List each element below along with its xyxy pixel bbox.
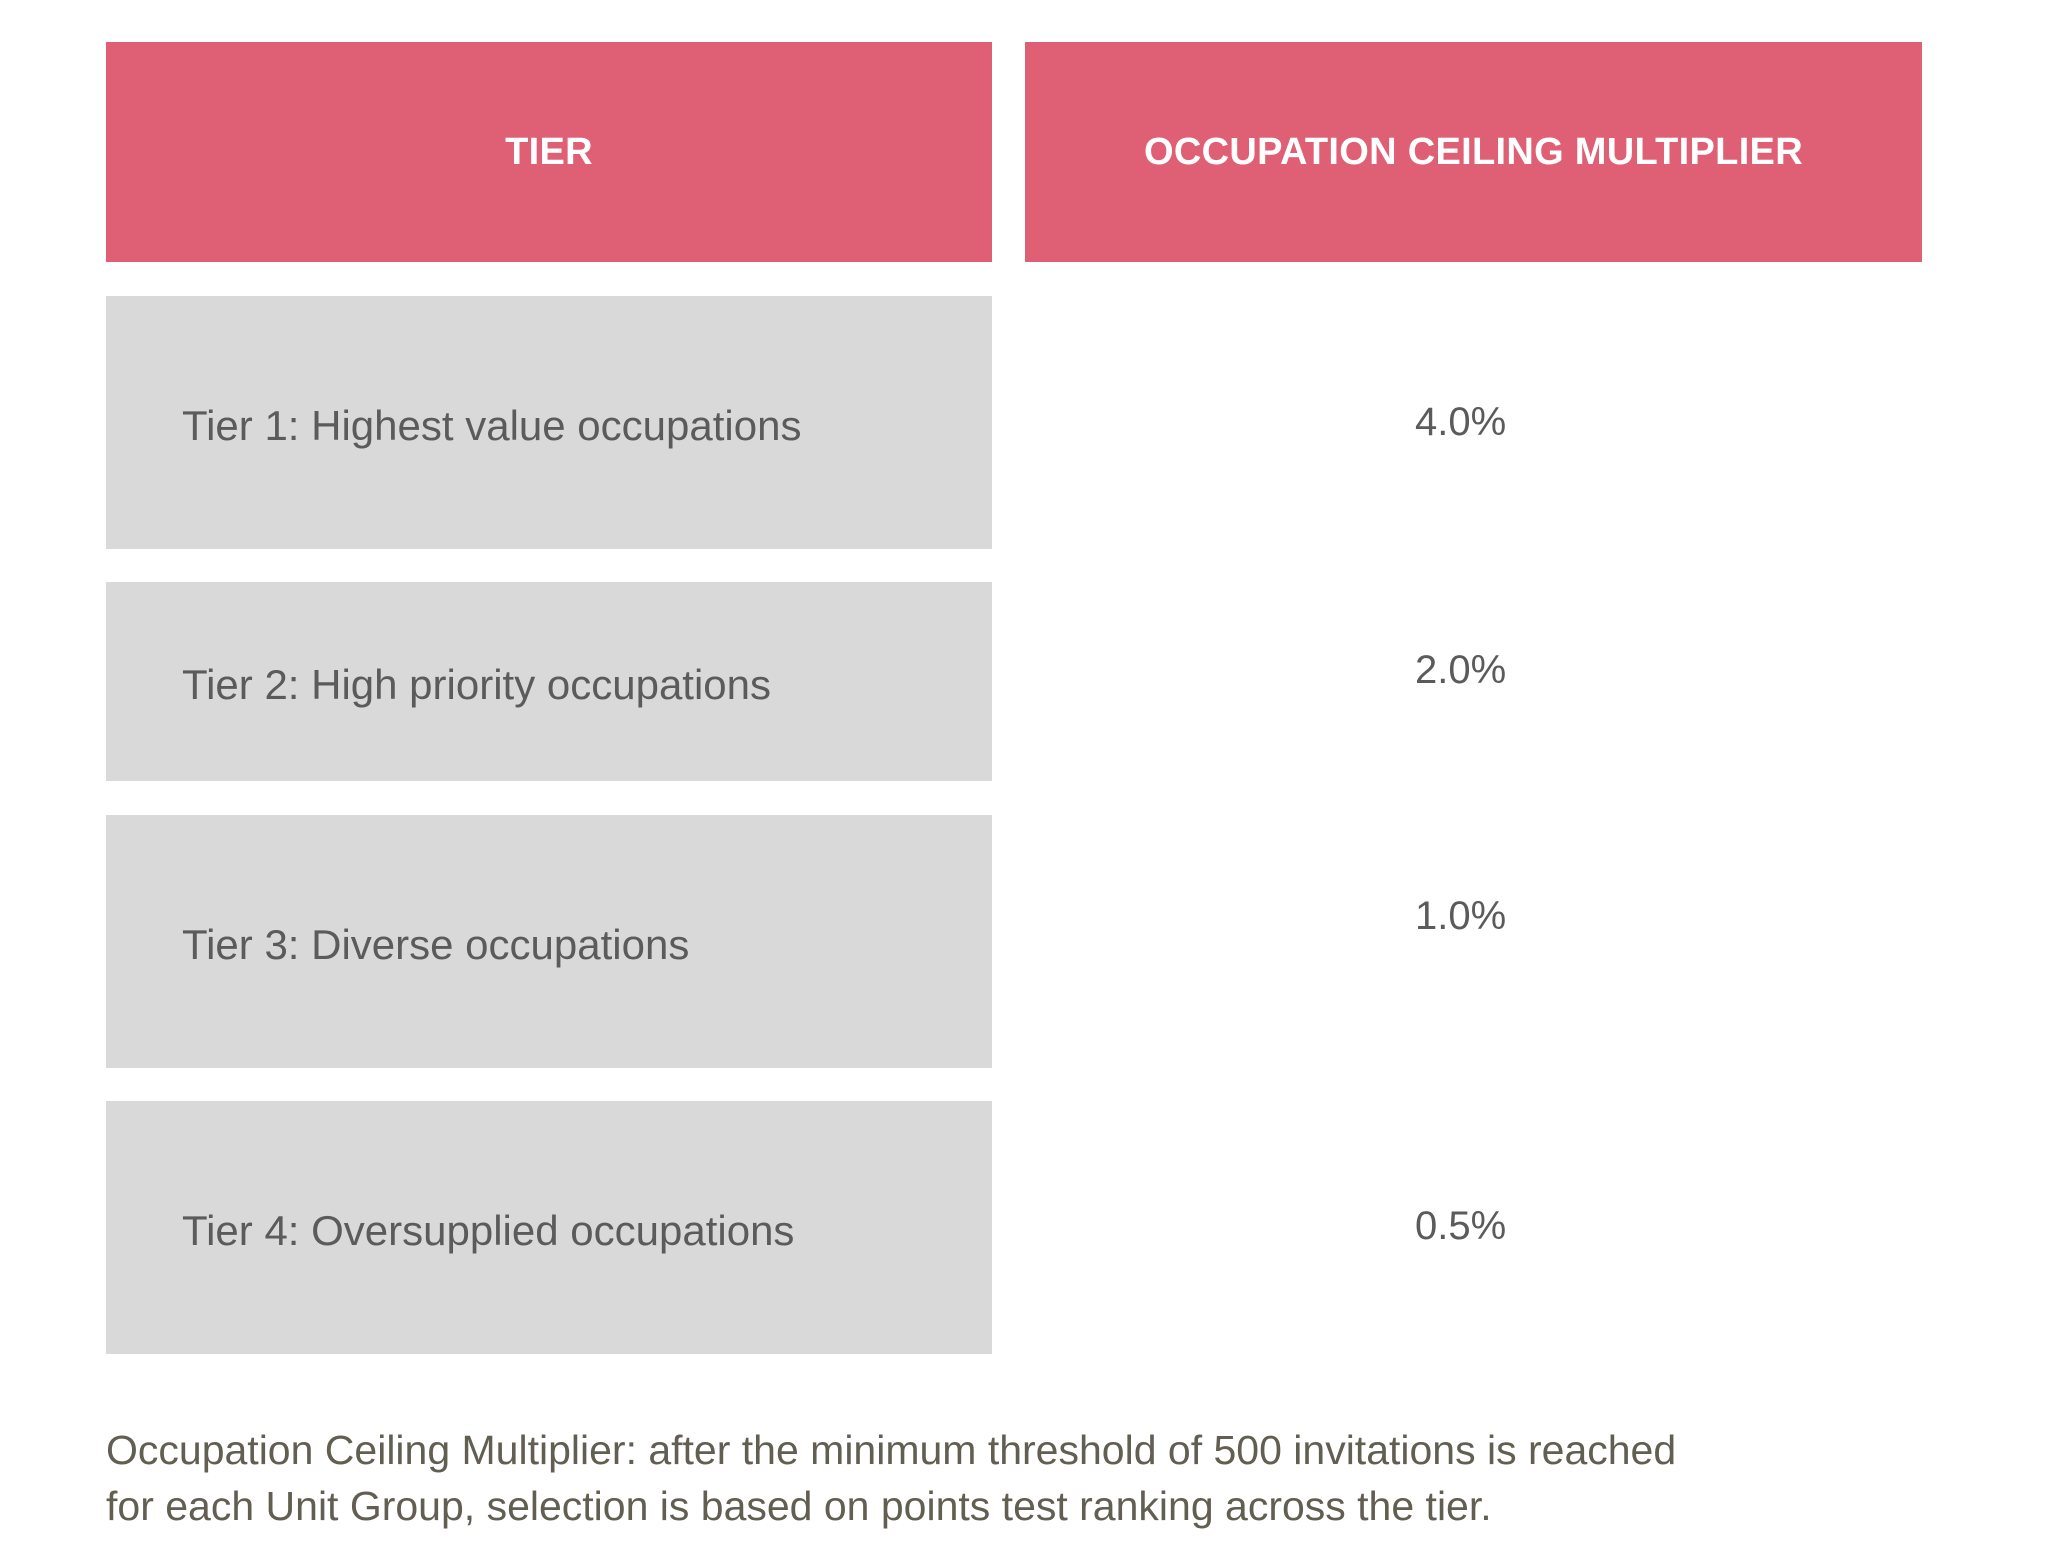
- multiplier-row-2: 2.0%: [1415, 648, 1507, 692]
- header-tier: TIER: [106, 42, 992, 262]
- multiplier-row-3: 1.0%: [1415, 894, 1507, 938]
- tier-row-3-label: Tier 3: Diverse occupations: [182, 920, 690, 968]
- tier-row-2-label: Tier 2: High priority occupations: [182, 660, 772, 708]
- multiplier-row-1: 4.0%: [1415, 400, 1507, 444]
- tier-row-2: Tier 2: High priority occupations: [106, 582, 992, 781]
- multiplier-row-4: 0.5%: [1415, 1204, 1507, 1248]
- tier-row-3: Tier 3: Diverse occupations: [106, 815, 992, 1068]
- footnote-line-2: for each Unit Group, selection is based …: [106, 1483, 1492, 1529]
- tier-row-1-label: Tier 1: Highest value occupations: [182, 401, 802, 449]
- tier-row-4: Tier 4: Oversupplied occupations: [106, 1101, 992, 1354]
- tier-row-4-label: Tier 4: Oversupplied occupations: [182, 1206, 795, 1254]
- header-tier-label: TIER: [505, 130, 593, 173]
- footnote: Occupation Ceiling Multiplier: after the…: [106, 1422, 1966, 1534]
- tier-row-1: Tier 1: Highest value occupations: [106, 296, 992, 549]
- header-multiplier: OCCUPATION CEILING MULTIPLIER: [1025, 42, 1922, 262]
- header-multiplier-label: OCCUPATION CEILING MULTIPLIER: [1144, 130, 1803, 173]
- footnote-line-1: Occupation Ceiling Multiplier: after the…: [106, 1427, 1677, 1473]
